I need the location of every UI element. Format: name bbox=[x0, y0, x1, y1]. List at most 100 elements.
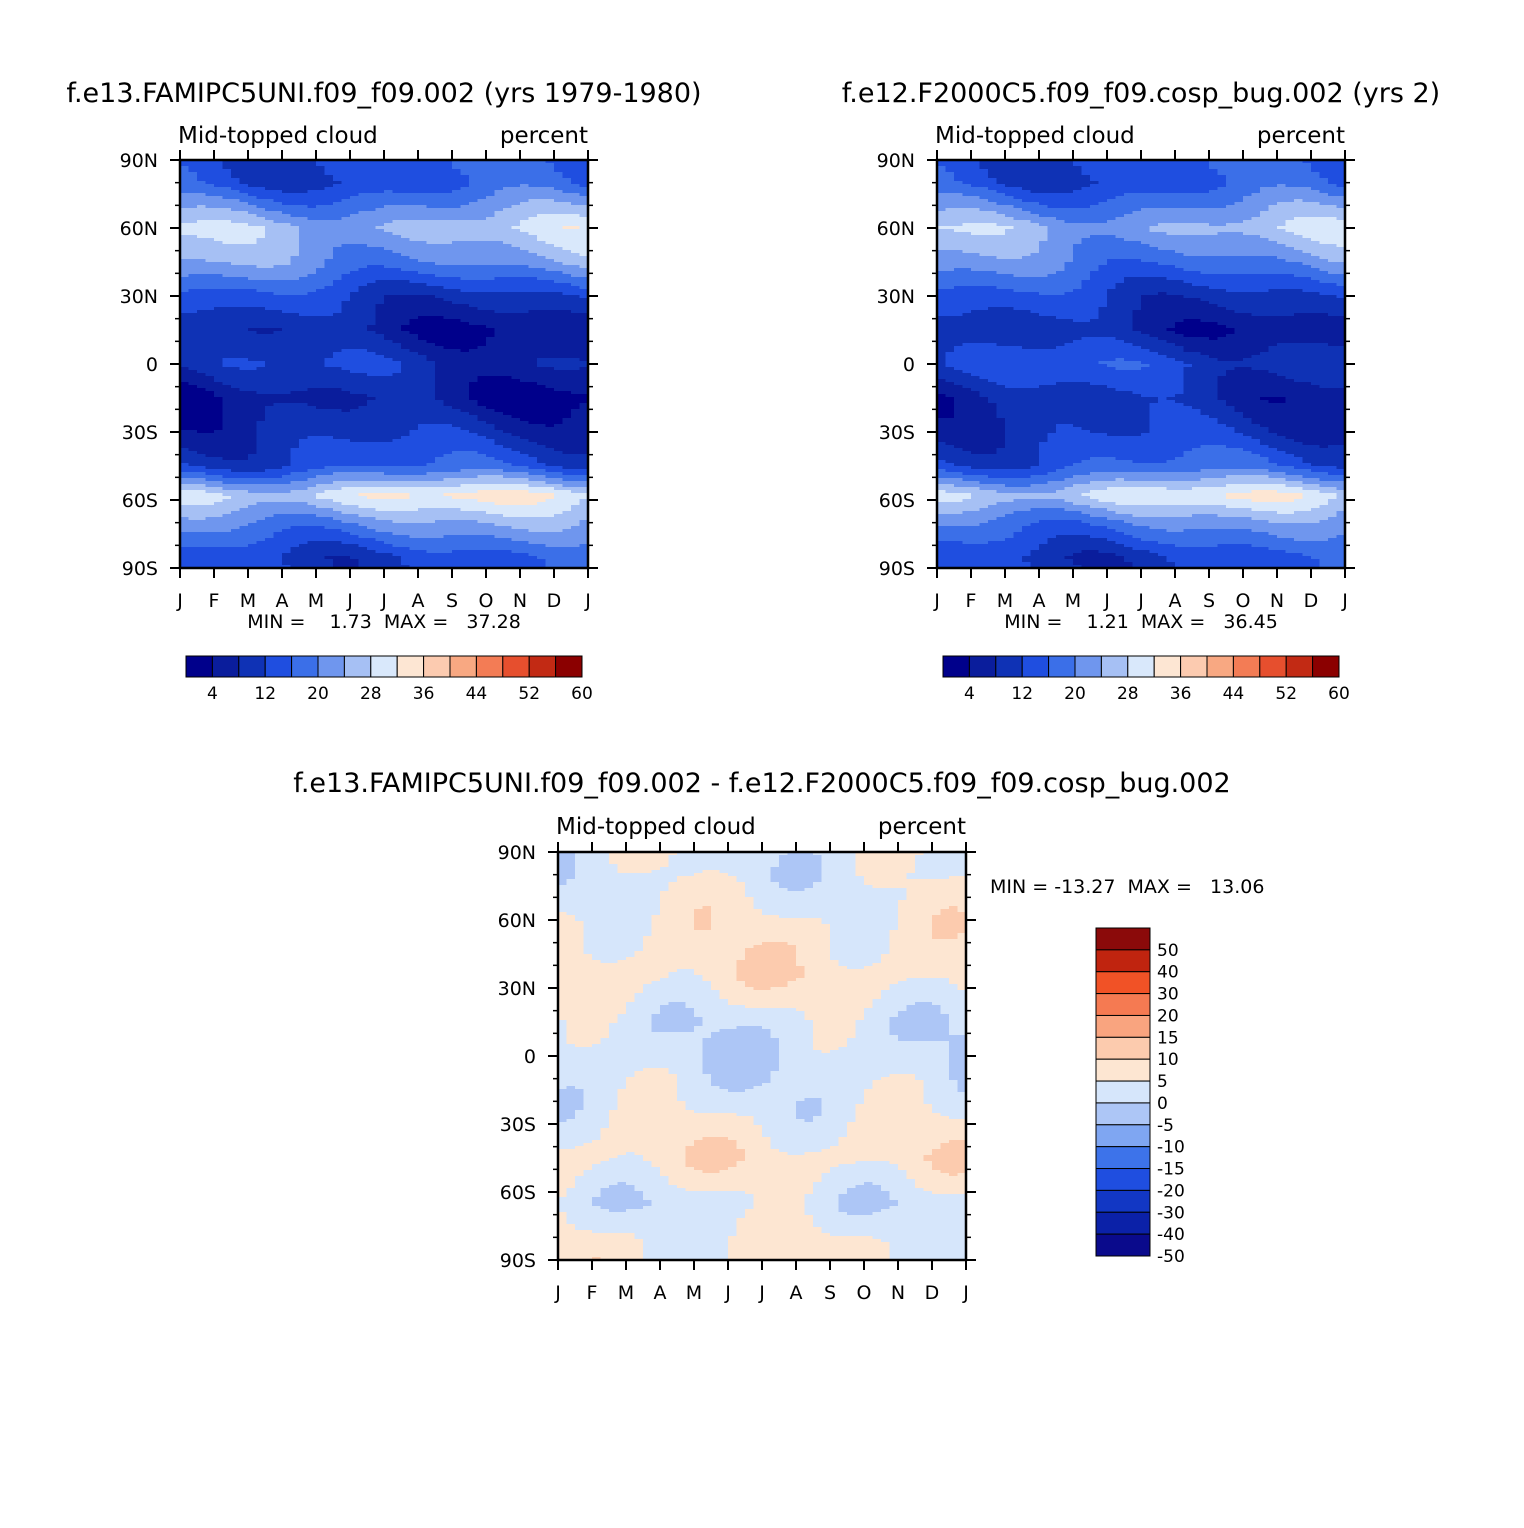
field-cell bbox=[214, 331, 224, 335]
field-cell bbox=[307, 304, 317, 308]
field-cell bbox=[452, 376, 462, 380]
field-cell bbox=[452, 460, 462, 464]
field-cell bbox=[537, 196, 547, 200]
field-cell bbox=[562, 160, 572, 164]
field-cell bbox=[469, 457, 479, 461]
field-cell bbox=[282, 304, 292, 308]
field-cell bbox=[248, 310, 258, 314]
field-cell bbox=[188, 193, 198, 197]
field-cell bbox=[333, 316, 343, 320]
field-cell bbox=[503, 403, 513, 407]
field-cell bbox=[409, 184, 419, 188]
field-cell bbox=[282, 412, 292, 416]
field-cell bbox=[554, 325, 564, 329]
field-cell bbox=[401, 385, 411, 389]
field-cell bbox=[528, 223, 538, 227]
field-cell bbox=[265, 322, 275, 326]
field-cell bbox=[248, 247, 258, 251]
field-cell bbox=[384, 352, 394, 356]
field-cell bbox=[435, 226, 445, 230]
field-cell bbox=[239, 430, 249, 434]
field-cell bbox=[205, 424, 215, 428]
field-cell bbox=[452, 271, 462, 275]
field-cell bbox=[256, 163, 266, 167]
field-cell bbox=[392, 403, 402, 407]
field-cell bbox=[299, 169, 309, 173]
field-cell bbox=[579, 391, 588, 395]
field-cell bbox=[469, 379, 479, 383]
field-cell bbox=[435, 388, 445, 392]
field-cell bbox=[486, 181, 496, 185]
field-cell bbox=[571, 244, 581, 248]
field-cell bbox=[256, 376, 266, 380]
field-cell bbox=[418, 220, 428, 224]
field-cell bbox=[503, 238, 513, 242]
field-cell bbox=[256, 307, 266, 311]
field-cell bbox=[214, 304, 224, 308]
field-cell bbox=[511, 265, 521, 269]
field-cell bbox=[299, 301, 309, 305]
field-cell bbox=[282, 406, 292, 410]
field-cell bbox=[299, 292, 309, 296]
field-cell bbox=[520, 172, 530, 176]
field-cell bbox=[282, 355, 292, 359]
field-cell bbox=[188, 466, 198, 470]
field-cell bbox=[460, 406, 470, 410]
field-cell bbox=[418, 172, 428, 176]
field-cell bbox=[426, 169, 436, 173]
field-cell bbox=[205, 238, 215, 242]
field-cell bbox=[282, 469, 292, 473]
field-cell bbox=[554, 439, 564, 443]
field-cell bbox=[222, 418, 232, 422]
field-cell bbox=[256, 214, 266, 218]
field-cell bbox=[494, 295, 504, 299]
field-cell bbox=[477, 370, 487, 374]
field-cell bbox=[265, 316, 275, 320]
field-cell bbox=[341, 217, 351, 221]
field-cell bbox=[333, 433, 343, 437]
field-cell bbox=[299, 280, 309, 284]
field-cell bbox=[248, 376, 258, 380]
field-cell bbox=[562, 247, 572, 251]
field-cell bbox=[375, 226, 385, 230]
field-cell bbox=[545, 424, 555, 428]
field-cell bbox=[494, 352, 504, 356]
field-cell bbox=[494, 310, 504, 314]
field-cell bbox=[392, 367, 402, 371]
field-cell bbox=[367, 319, 377, 323]
field-cell bbox=[443, 415, 453, 419]
field-cell bbox=[579, 463, 588, 467]
field-cell bbox=[435, 418, 445, 422]
field-cell bbox=[307, 199, 317, 203]
field-cell bbox=[316, 316, 326, 320]
field-cell bbox=[486, 283, 496, 287]
field-cell bbox=[256, 385, 266, 389]
field-cell bbox=[282, 397, 292, 401]
field-cell bbox=[316, 298, 326, 302]
field-cell bbox=[426, 226, 436, 230]
field-cell bbox=[418, 370, 428, 374]
field-cell bbox=[188, 184, 198, 188]
field-cell bbox=[562, 436, 572, 440]
field-cell bbox=[579, 376, 588, 380]
field-cell bbox=[486, 160, 496, 164]
field-cell bbox=[273, 169, 283, 173]
field-cell bbox=[435, 328, 445, 332]
field-cell bbox=[443, 286, 453, 290]
field-cell bbox=[350, 331, 360, 335]
field-cell bbox=[409, 352, 419, 356]
field-cell bbox=[324, 355, 334, 359]
field-cell bbox=[256, 316, 266, 320]
field-cell bbox=[579, 325, 588, 329]
field-cell bbox=[511, 244, 521, 248]
field-cell bbox=[452, 289, 462, 293]
field-cell bbox=[528, 160, 538, 164]
field-cell bbox=[324, 244, 334, 248]
field-cell bbox=[435, 202, 445, 206]
field-cell bbox=[239, 418, 249, 422]
field-cell bbox=[418, 385, 428, 389]
field-cell bbox=[562, 316, 572, 320]
field-cell bbox=[426, 163, 436, 167]
field-cell bbox=[528, 256, 538, 260]
field-cell bbox=[231, 226, 241, 230]
